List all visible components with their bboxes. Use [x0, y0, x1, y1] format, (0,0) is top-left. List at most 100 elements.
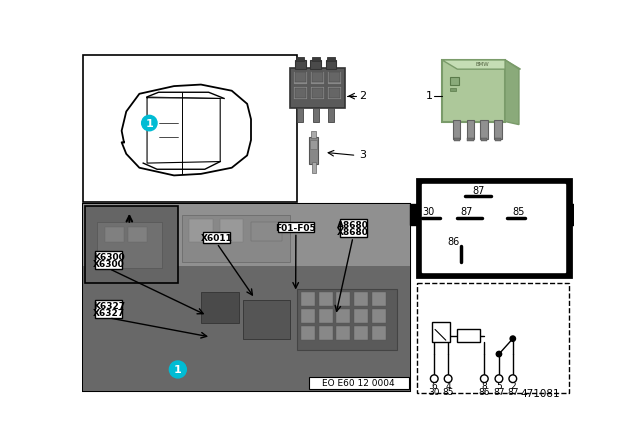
Bar	[337, 326, 350, 340]
Bar	[432, 322, 451, 342]
Bar	[83, 204, 410, 391]
Bar	[295, 72, 306, 82]
Text: 85: 85	[442, 388, 454, 397]
Bar	[95, 300, 122, 318]
Bar	[293, 71, 307, 84]
Text: 471081: 471081	[520, 389, 559, 399]
Bar	[201, 293, 239, 323]
Bar	[327, 86, 341, 99]
Bar	[450, 88, 456, 91]
Bar	[293, 86, 307, 99]
Bar	[220, 220, 243, 242]
Circle shape	[170, 361, 186, 378]
Bar	[301, 326, 315, 340]
Polygon shape	[505, 60, 519, 125]
Bar	[308, 377, 409, 389]
Bar	[328, 108, 334, 121]
Bar	[326, 60, 337, 69]
Text: X6327: X6327	[93, 309, 125, 318]
Bar	[494, 120, 502, 139]
Text: 87: 87	[507, 388, 518, 397]
Bar	[128, 227, 147, 242]
Circle shape	[496, 351, 502, 357]
Bar	[243, 300, 289, 339]
Bar	[452, 120, 460, 139]
Text: 87: 87	[472, 186, 484, 196]
Bar	[86, 206, 178, 283]
Bar	[417, 283, 569, 392]
Bar	[410, 204, 422, 225]
Bar	[301, 310, 315, 323]
Text: 30: 30	[429, 388, 440, 397]
Bar	[329, 88, 340, 98]
Circle shape	[141, 116, 157, 131]
Bar	[312, 88, 323, 98]
Bar	[289, 68, 345, 108]
Text: X8680: X8680	[337, 228, 369, 237]
Bar	[417, 178, 570, 277]
Bar	[319, 310, 333, 323]
Circle shape	[444, 375, 452, 383]
Text: 1: 1	[145, 119, 153, 129]
Bar	[442, 60, 505, 121]
Bar	[319, 326, 333, 340]
Circle shape	[510, 336, 515, 341]
Bar	[105, 227, 124, 242]
Text: X6011: X6011	[201, 234, 233, 243]
Text: 4: 4	[445, 382, 451, 391]
Bar	[295, 60, 306, 69]
Bar	[251, 222, 282, 241]
Text: 87: 87	[493, 388, 505, 397]
Text: 86: 86	[479, 388, 490, 397]
Text: 2: 2	[359, 91, 366, 101]
Bar	[327, 71, 341, 84]
Bar	[189, 220, 212, 242]
Bar	[97, 222, 163, 268]
Bar	[337, 293, 350, 306]
Circle shape	[431, 375, 438, 383]
Bar	[182, 215, 289, 262]
Text: 1: 1	[426, 91, 433, 101]
Bar	[354, 293, 368, 306]
Bar	[422, 184, 565, 271]
Bar	[295, 88, 306, 98]
Circle shape	[509, 375, 516, 383]
Bar	[297, 289, 397, 350]
Bar	[454, 138, 460, 141]
Bar	[467, 138, 474, 141]
Text: 87: 87	[460, 207, 473, 217]
Bar	[312, 72, 323, 82]
Text: 2: 2	[510, 382, 516, 391]
Bar	[354, 326, 368, 340]
Circle shape	[495, 375, 503, 383]
Bar	[495, 138, 501, 141]
Bar	[327, 57, 335, 61]
Bar	[310, 86, 324, 99]
Bar	[278, 222, 314, 233]
Text: 85: 85	[512, 207, 524, 217]
Bar	[329, 72, 340, 82]
Bar	[95, 251, 122, 269]
Bar	[301, 293, 315, 306]
Bar	[204, 233, 230, 243]
Bar	[569, 204, 580, 225]
Bar	[450, 77, 459, 85]
Text: BMW: BMW	[475, 62, 489, 67]
Text: 5: 5	[496, 382, 502, 391]
Bar	[308, 137, 318, 164]
Bar	[354, 310, 368, 323]
Bar	[312, 162, 316, 173]
Text: 6: 6	[431, 382, 437, 391]
Bar	[319, 293, 333, 306]
Bar	[296, 57, 304, 61]
Bar	[481, 138, 488, 141]
Text: K6300: K6300	[93, 253, 125, 262]
Text: 86: 86	[447, 237, 460, 247]
Text: 3: 3	[359, 151, 366, 160]
Text: F01-F05: F01-F05	[275, 224, 316, 233]
Bar	[297, 108, 303, 121]
Text: X6300: X6300	[93, 260, 125, 269]
Polygon shape	[442, 60, 520, 69]
Bar	[467, 120, 474, 139]
Bar	[372, 293, 386, 306]
